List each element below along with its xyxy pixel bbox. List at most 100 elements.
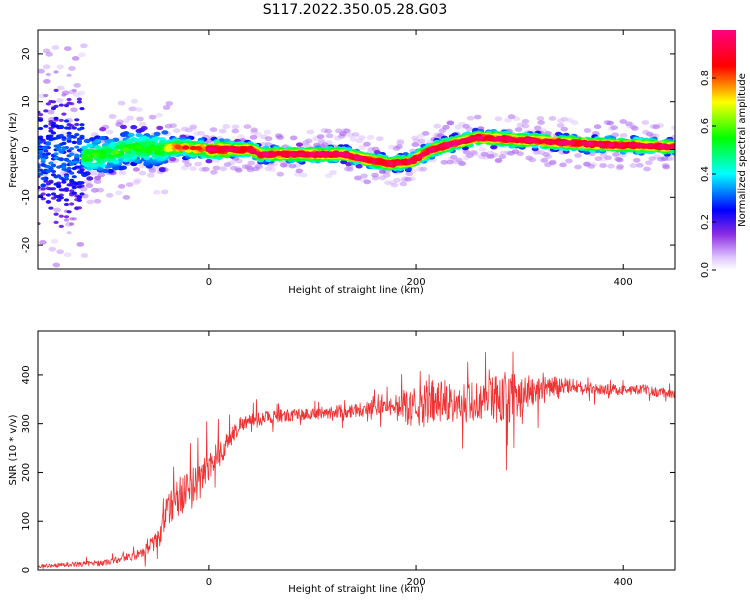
spectrogram-cell <box>160 189 169 195</box>
spectrogram-cell <box>549 139 557 144</box>
spectrogram-cell <box>47 109 55 115</box>
spectrogram-cell <box>521 123 530 129</box>
y-tick-label: 300 <box>21 414 32 433</box>
spectrogram-cell <box>295 168 304 174</box>
spectrogram-cell <box>120 124 127 130</box>
spectrogram-cell <box>182 145 190 150</box>
spectrogram-cell <box>231 124 240 130</box>
spectrogram-cell <box>316 151 324 157</box>
spectrogram-cell <box>132 138 140 143</box>
spectrogram-cell <box>419 166 428 172</box>
spectrogram-cell <box>507 114 516 120</box>
spectrogram-cell <box>376 136 384 142</box>
spectrogram-cell <box>612 152 620 157</box>
spectrogram-cell <box>371 172 379 178</box>
spectrogram-cell <box>321 152 329 157</box>
spectrogram-cell <box>641 120 650 125</box>
spectrogram-cell <box>94 175 102 180</box>
spectrogram-cell <box>458 161 467 166</box>
spectrogram-cell <box>514 127 523 132</box>
spectrogram-cell <box>586 141 593 146</box>
spectrogram-cell <box>45 169 52 174</box>
spectrogram-cell <box>61 93 67 97</box>
spectrogram-cell <box>247 160 256 166</box>
spectrogram-cell <box>52 262 61 268</box>
spectrogram-cell <box>56 64 65 70</box>
spectrogram-cell <box>616 157 624 163</box>
spectrogram-cell <box>53 212 59 216</box>
snr-panel: 0 200 400 0 100 200 300 400 Height of straight… <box>8 330 676 595</box>
spectrogram-cell <box>38 164 41 169</box>
spectrogram-cell <box>504 117 512 123</box>
spectrogram-cell <box>70 107 78 113</box>
spectrogram-cell <box>505 137 513 142</box>
spectrogram-cell <box>542 138 549 143</box>
spectrogram-cell <box>93 198 102 204</box>
spectrogram-cell <box>39 240 47 245</box>
spectrogram-cell <box>38 118 44 122</box>
spectrogram-cell <box>143 161 151 166</box>
spectrogram-cell <box>164 145 171 150</box>
spectrogram-cell <box>132 180 141 185</box>
spectrogram-cell <box>76 97 82 101</box>
spectrogram-cell <box>43 93 49 98</box>
spectrogram-cell <box>38 110 41 114</box>
spectrogram-cell <box>61 162 67 166</box>
spectrogram-cell <box>74 118 80 122</box>
spectrogram-cell <box>390 182 399 188</box>
spectrogram-cell <box>74 153 80 157</box>
spectrogram-cell <box>66 73 72 77</box>
y-tick-label: 400 <box>21 365 32 384</box>
spectrogram-cell <box>138 170 147 176</box>
spectrogram-cell <box>61 165 67 169</box>
spectrogram-cell <box>486 154 495 159</box>
spectrogram-cell <box>48 180 54 184</box>
spectrogram-cell <box>43 79 51 84</box>
spectrogram-cell <box>135 144 143 150</box>
spectrogram-cell <box>202 166 210 172</box>
spectrogram-cell <box>276 135 284 140</box>
spectrogram-cell <box>536 116 545 121</box>
spectrogram-cell <box>466 153 474 159</box>
spectrogram-cell <box>249 134 258 140</box>
spectrogram-cell <box>66 183 72 187</box>
colorbar-tick-label: 0.6 <box>700 118 711 134</box>
spectrogram-cell <box>280 151 288 156</box>
spectrogram-cell <box>599 163 607 168</box>
spectrogram-cell <box>43 109 49 113</box>
spectrogram-cell <box>58 125 64 129</box>
spectrogram-cell <box>446 120 455 126</box>
spectrogram-cell <box>316 134 325 140</box>
spectrogram-cell <box>360 156 368 162</box>
spectrogram-cell <box>125 153 133 159</box>
spectrogram-cell <box>127 138 135 143</box>
spectrogram-cell <box>417 153 425 158</box>
spectrogram-cell <box>174 144 182 150</box>
spectrogram-cell <box>276 171 285 177</box>
spectrogram-cell <box>205 147 213 152</box>
snr-x-ticks: 0 200 400 <box>206 331 633 588</box>
spectrogram-cell <box>86 143 94 148</box>
spectrogram-cell <box>246 165 254 171</box>
spectrogram-cell <box>74 145 80 149</box>
spectrogram-cell <box>69 152 75 156</box>
spectrogram-cell <box>617 142 625 148</box>
spectrogram-cell <box>596 142 604 147</box>
spectrogram-cell <box>63 187 70 191</box>
spectrogram-cell <box>169 157 177 162</box>
spectrogram-cell <box>156 125 164 131</box>
spectrogram-cell <box>45 193 52 197</box>
spectrogram-cell <box>451 140 459 145</box>
snr-y-axis-label: SNR (10 * v/v) <box>8 414 19 485</box>
spectrogram-cell <box>66 101 72 105</box>
spectrogram-cell <box>38 126 44 131</box>
spectrogram-cell <box>38 169 41 173</box>
spectrogram-cell <box>433 123 442 129</box>
spectrogram-cell <box>53 156 59 160</box>
spectrogram-cell <box>64 46 72 51</box>
spectrogram-cell <box>189 145 197 151</box>
spectrogram-cell <box>490 145 498 150</box>
x-tick-label: 0 <box>206 577 212 588</box>
spectrogram-cell <box>101 168 109 174</box>
spectrogram-cell <box>378 169 386 174</box>
